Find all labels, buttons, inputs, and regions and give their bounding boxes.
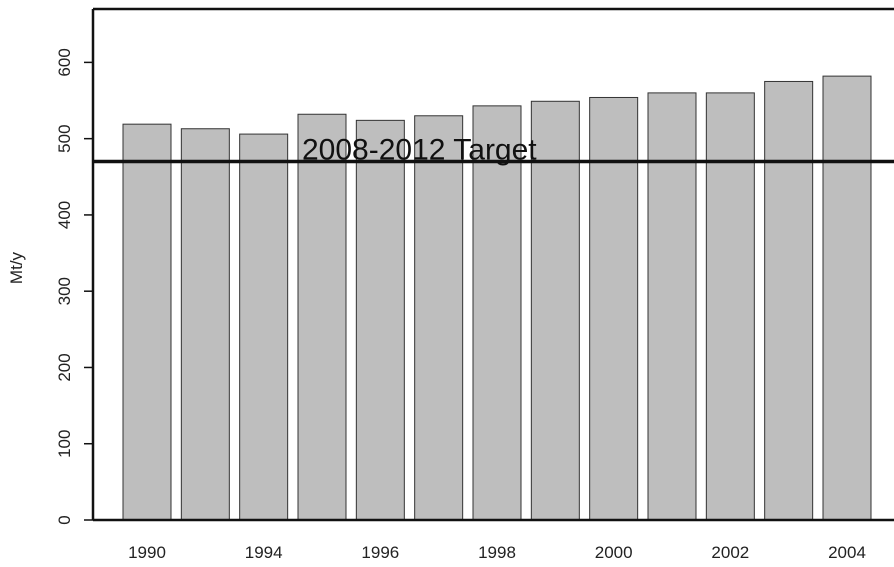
bar-2002 [705,92,755,521]
y-tick-label-600: 600 [55,48,74,76]
bars-layer [122,75,872,521]
y-tick-label-100: 100 [55,430,74,458]
bar-1997 [414,115,464,521]
bar-1994 [239,133,289,521]
bar-1998 [472,105,522,521]
x-tick-label-2002: 2002 [711,543,749,562]
y-tick-label-300: 300 [55,277,74,305]
bar-2003 [764,80,814,521]
bar-1991 [180,128,230,521]
y-tick-label-500: 500 [55,124,74,152]
bar-2001 [647,92,697,521]
target-line-label: 2008-2012 Target [302,134,537,167]
y-axis-label: Mt/y [7,251,26,284]
x-tick-label-2000: 2000 [595,543,633,562]
y-tick-label-400: 400 [55,201,74,229]
bar-1990 [122,123,172,521]
reference-layer: 2008-2012 Target [93,134,894,167]
x-tick-label-1994: 1994 [245,543,283,562]
x-tick-label-1990: 1990 [128,543,166,562]
bar-1999 [530,100,580,521]
x-tick-label-1998: 1998 [478,543,516,562]
x-tick-label-1996: 1996 [361,543,399,562]
axes: 0 100 200 300 400 500 600 1990 1994 1996 1998 2000 2… [55,7,894,562]
y-tick-label-0: 0 [55,515,74,524]
bar-1996 [355,119,405,521]
x-tick-label-2004: 2004 [828,543,866,562]
y-tick-label-200: 200 [55,353,74,381]
bar-2004 [822,75,872,521]
bar-1995 [297,113,347,521]
